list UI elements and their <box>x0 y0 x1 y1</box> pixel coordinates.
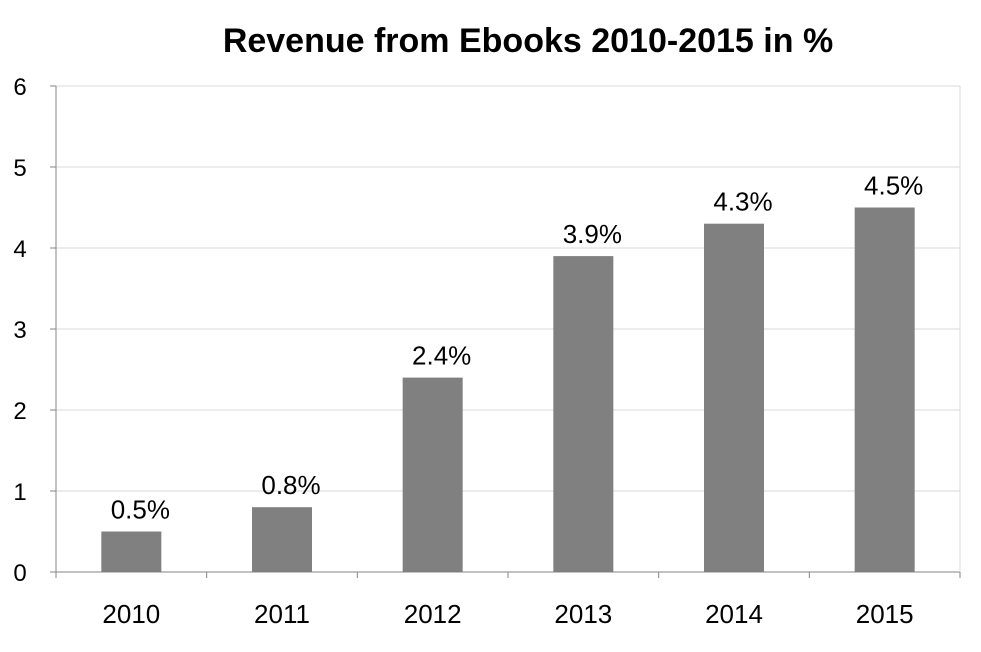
y-tick-label: 6 <box>13 74 26 101</box>
x-axis-ticks: 2010 2011 2012 2013 2014 2015 <box>102 599 913 629</box>
y-tick-label: 1 <box>13 479 26 506</box>
x-tick-label: 2011 <box>254 599 310 629</box>
data-labels: 0.5% 0.8% 2.4% 3.9% 4.3% 4.5% <box>111 171 924 525</box>
y-tick-label: 0 <box>13 560 26 587</box>
y-axis-ticks: 0 1 2 3 4 5 6 <box>13 74 26 587</box>
x-tick-label: 2014 <box>705 599 763 629</box>
y-tick-label: 3 <box>13 317 26 344</box>
data-label: 2.4% <box>412 341 471 371</box>
bar-2010 <box>101 531 162 572</box>
data-label: 0.5% <box>111 495 170 525</box>
x-tick-label: 2010 <box>102 599 160 629</box>
bars <box>101 207 915 572</box>
x-tick-label: 2015 <box>856 599 914 629</box>
y-tick-label: 2 <box>13 398 26 425</box>
bar-2012 <box>402 377 463 572</box>
bar-2013 <box>553 256 614 572</box>
data-label: 4.5% <box>864 171 923 201</box>
bar-2015 <box>854 207 915 572</box>
data-label: 0.8% <box>261 470 320 500</box>
data-label: 4.3% <box>713 187 772 217</box>
bar-2014 <box>704 223 764 572</box>
data-label: 3.9% <box>563 219 622 249</box>
chart-title: Revenue from Ebooks 2010-2015 in % <box>223 22 833 60</box>
gridlines <box>50 85 961 578</box>
x-tick-label: 2012 <box>404 599 462 629</box>
bar-2011 <box>252 507 312 572</box>
y-tick-label: 5 <box>13 155 26 182</box>
y-tick-label: 4 <box>13 236 26 263</box>
x-tick-label: 2013 <box>554 599 612 629</box>
